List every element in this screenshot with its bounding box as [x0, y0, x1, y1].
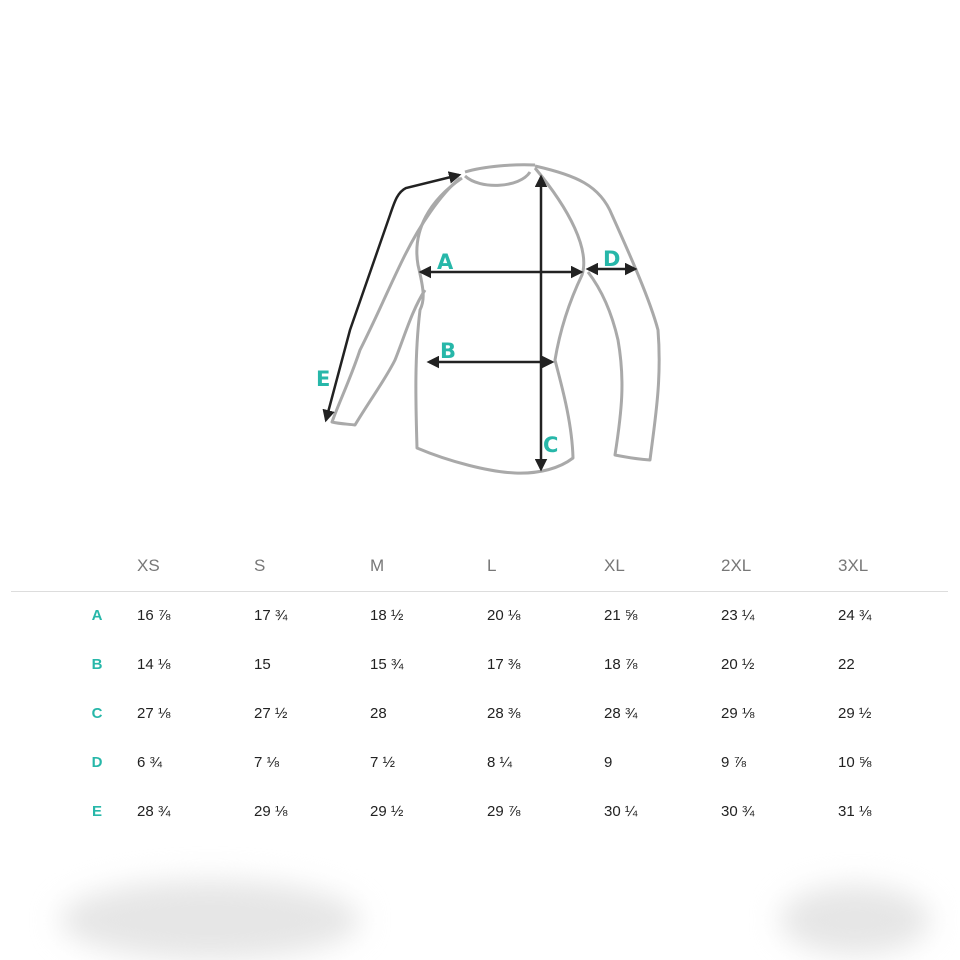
table-cell: 30 ¼: [604, 803, 638, 820]
size-header: 3XL: [838, 556, 869, 575]
shirt-measurement-diagram: A B C D E: [316, 163, 661, 475]
row-label: D: [91, 754, 103, 771]
table-cell: 22: [838, 656, 855, 673]
table-cell: 9: [604, 754, 613, 771]
table-cell: 14 ⅛: [137, 656, 171, 673]
blurred-image: [60, 880, 360, 960]
shirt-outline: [330, 163, 661, 475]
table-cell: 30 ¾: [721, 803, 755, 820]
label-a: A: [437, 250, 454, 274]
size-header: M: [370, 556, 385, 575]
size-header: 2XL: [721, 556, 752, 575]
table-cell: 7 ⅛: [254, 754, 280, 771]
label-b: B: [440, 339, 456, 363]
table-cell: 28 ¾: [137, 803, 171, 820]
table-cell: 20 ½: [721, 656, 755, 673]
divider: [11, 591, 948, 592]
table-cell: 15: [254, 656, 271, 673]
row-label: A: [91, 607, 103, 624]
table-cell: 20 ⅛: [487, 607, 521, 624]
table-cell: 17 ¾: [254, 607, 288, 624]
size-header: XS: [137, 556, 160, 575]
table-cell: 6 ¾: [137, 754, 163, 771]
table-cell: 28 ⅜: [487, 705, 521, 722]
label-e: E: [316, 367, 330, 391]
table-cell: 29 ½: [838, 705, 872, 722]
table-cell: 29 ⅞: [487, 803, 521, 820]
table-cell: 18 ⅞: [604, 656, 638, 673]
blurred-image: [780, 885, 930, 955]
label-c: C: [543, 433, 558, 457]
table-cell: 27 ⅛: [137, 705, 171, 722]
table-cell: 8 ¼: [487, 754, 513, 771]
table-cell: 29 ½: [370, 803, 404, 820]
label-d: D: [603, 247, 620, 271]
row-label: B: [91, 656, 103, 673]
table-cell: 23 ¼: [721, 607, 755, 624]
table-cell: 31 ⅛: [838, 803, 872, 820]
table-cell: 17 ⅜: [487, 656, 521, 673]
row-label: C: [91, 705, 103, 722]
table-cell: 28: [370, 705, 387, 722]
table-cell: 18 ½: [370, 607, 404, 624]
table-cell: 10 ⅝: [838, 754, 872, 771]
table-cell: 9 ⅞: [721, 754, 747, 771]
arrow-e: [322, 171, 462, 423]
table-cell: 7 ½: [370, 754, 396, 771]
table-cell: 16 ⅞: [137, 607, 171, 624]
table-cell: 15 ¾: [370, 656, 404, 673]
table-cell: 29 ⅛: [254, 803, 288, 820]
table-cell: 28 ¾: [604, 705, 638, 722]
table-cell: 21 ⅝: [604, 607, 638, 624]
row-label: E: [91, 803, 102, 820]
size-header: L: [487, 556, 497, 575]
size-header: S: [254, 556, 266, 575]
table-cell: 29 ⅛: [721, 705, 755, 722]
table-cell: 27 ½: [254, 705, 288, 722]
table-cell: 24 ¾: [838, 607, 872, 624]
size-header: XL: [604, 556, 625, 575]
